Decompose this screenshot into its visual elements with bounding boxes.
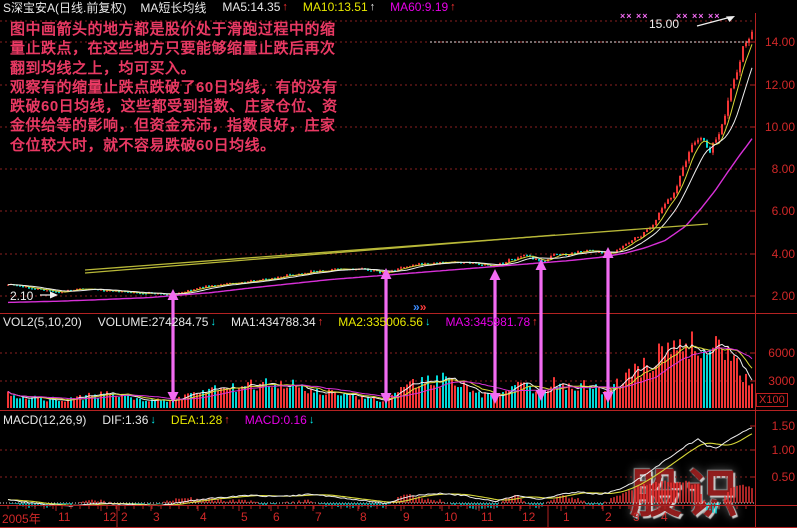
month-label: 8 [360,510,367,524]
macd-indicator-name: MACD(12,26,9) [3,413,87,427]
chevron-icon: » [419,300,427,314]
volume-value: MA3:345981.78 ↑ [445,315,538,329]
macd-axis-tick: 1.50 [771,419,795,433]
month-label: 5 [241,510,248,524]
volume-value: MA2:335006.56 ↓ [338,315,431,329]
price-axis-tick: 2.00 [771,289,795,303]
macd-axis-tick: 1.00 [771,443,795,457]
page-forward-icon[interactable]: »» [413,301,426,313]
ma-value: MA60:9.19 ↑ [390,0,456,14]
month-label: 1 [563,510,570,524]
year-label: 2005年 [2,512,41,526]
date-axis: 2005年 11 12 2 3 4 5 6 7 8 9 10 11 12 1 2 3 4 [0,510,797,528]
annotation-line: 翻到均线之上，均可买入。 [10,59,197,77]
annotation-line: 观察有的缩量止跌点跌破了60日均线，有的没有 [10,78,338,96]
month-label: 3 [153,510,160,524]
volume-value: VOLUME:274284.75 ↓ [97,315,216,329]
volume-axis-tick: 3000 [768,374,795,388]
month-label: 11 [481,510,494,524]
macd-value: DEA:1.28 ↑ [170,413,230,427]
ma-value: MA10:13.51 ↑ [302,0,376,14]
macd-values: DIF:1.36 ↓ DEA:1.28 ↑ MACD:0.16 ↓ [102,413,329,427]
price-axis-tick: 6.00 [771,204,795,218]
price-axis-tick: 4.00 [771,247,795,261]
chevron-icon: » [413,300,420,314]
price-axis-tick: 10.00 [764,120,795,134]
annotation-line: 量止跌点，在这些地方只要能够缩量止跌后再次 [10,40,336,58]
month-label: 4 [200,510,207,524]
macd-indicator-header: MACD(12,26,9) DIF:1.36 ↓ DEA:1.28 ↑ MACD:0.1… [3,413,329,427]
chart-title-bar: S深宝安A(日线.前复权) MA短长均线 MA5:14.35 ↑ MA10:13.5… [3,0,471,15]
low-price-callout: 2.10 [10,289,34,303]
volume-value: MA1:434788.34 ↑ [230,315,324,329]
ma-values: MA5:14.35 ↑ MA10:13.51 ↑ MA60:9.19 ↑ [222,0,470,14]
month-label: 10 [444,510,458,524]
price-axis-tick: 14.00 [764,35,795,49]
month-label: 12 [522,510,536,524]
watermark: 股识吧 [630,452,797,528]
high-price-callout: 15.00 [649,17,680,31]
month-label: 12 [103,510,117,524]
annotation-line: 跌破60日均线，这些都受到指数、庄家仓位、资 [10,98,338,116]
annotation-line: 仓位较大时，就不容易跌破60日均线。 [10,136,276,154]
stock-title: S深宝安A(日线.前复权) [3,0,127,15]
drawing-marks: ×× ×× [620,11,649,21]
month-label: 7 [315,510,322,524]
month-label: 6 [273,510,280,524]
price-axis-tick: 8.00 [771,162,795,176]
month-label: 9 [403,510,410,524]
month-label: 11 [58,510,71,524]
ma-value: MA5:14.35 ↑ [222,0,288,14]
volume-values: VOLUME:274284.75 ↓ MA1:434788.34 ↑ MA2:33500… [98,315,553,329]
month-label: 2 [121,510,128,524]
annotation-line: 金供给等的影响，但资金充沛，指数良好，庄家 [10,117,336,135]
macd-axis-tick: 0.50 [771,470,795,484]
volume-indicator-name: VOL2(5,10,20) [3,315,82,329]
month-label: 2 [605,510,612,524]
volume-indicator-header: VOL2(5,10,20) VOLUME:274284.75 ↓ MA1:43478… [3,315,553,329]
volume-unit-label: X100 [756,393,788,407]
macd-value: DIF:1.36 ↓ [102,413,156,427]
ma-legend-label: MA短长均线 [140,0,207,15]
macd-value: MACD:0.16 ↓ [244,413,315,427]
annotation-line: 图中画箭头的地方都是股价处于滑跑过程中的缩 [10,21,336,38]
volume-axis-tick: 6000 [768,346,795,360]
annotation-text: 图中画箭头的地方都是股价处于滑跑过程中的缩 量止跌点，在这些地方只要能够缩量止跌… [10,20,354,155]
month-label: 3 [633,510,640,524]
drawing-marks: ×× ×× ×× [676,11,721,21]
month-label: 4 [661,510,668,524]
price-axis-tick: 12.00 [764,78,795,92]
